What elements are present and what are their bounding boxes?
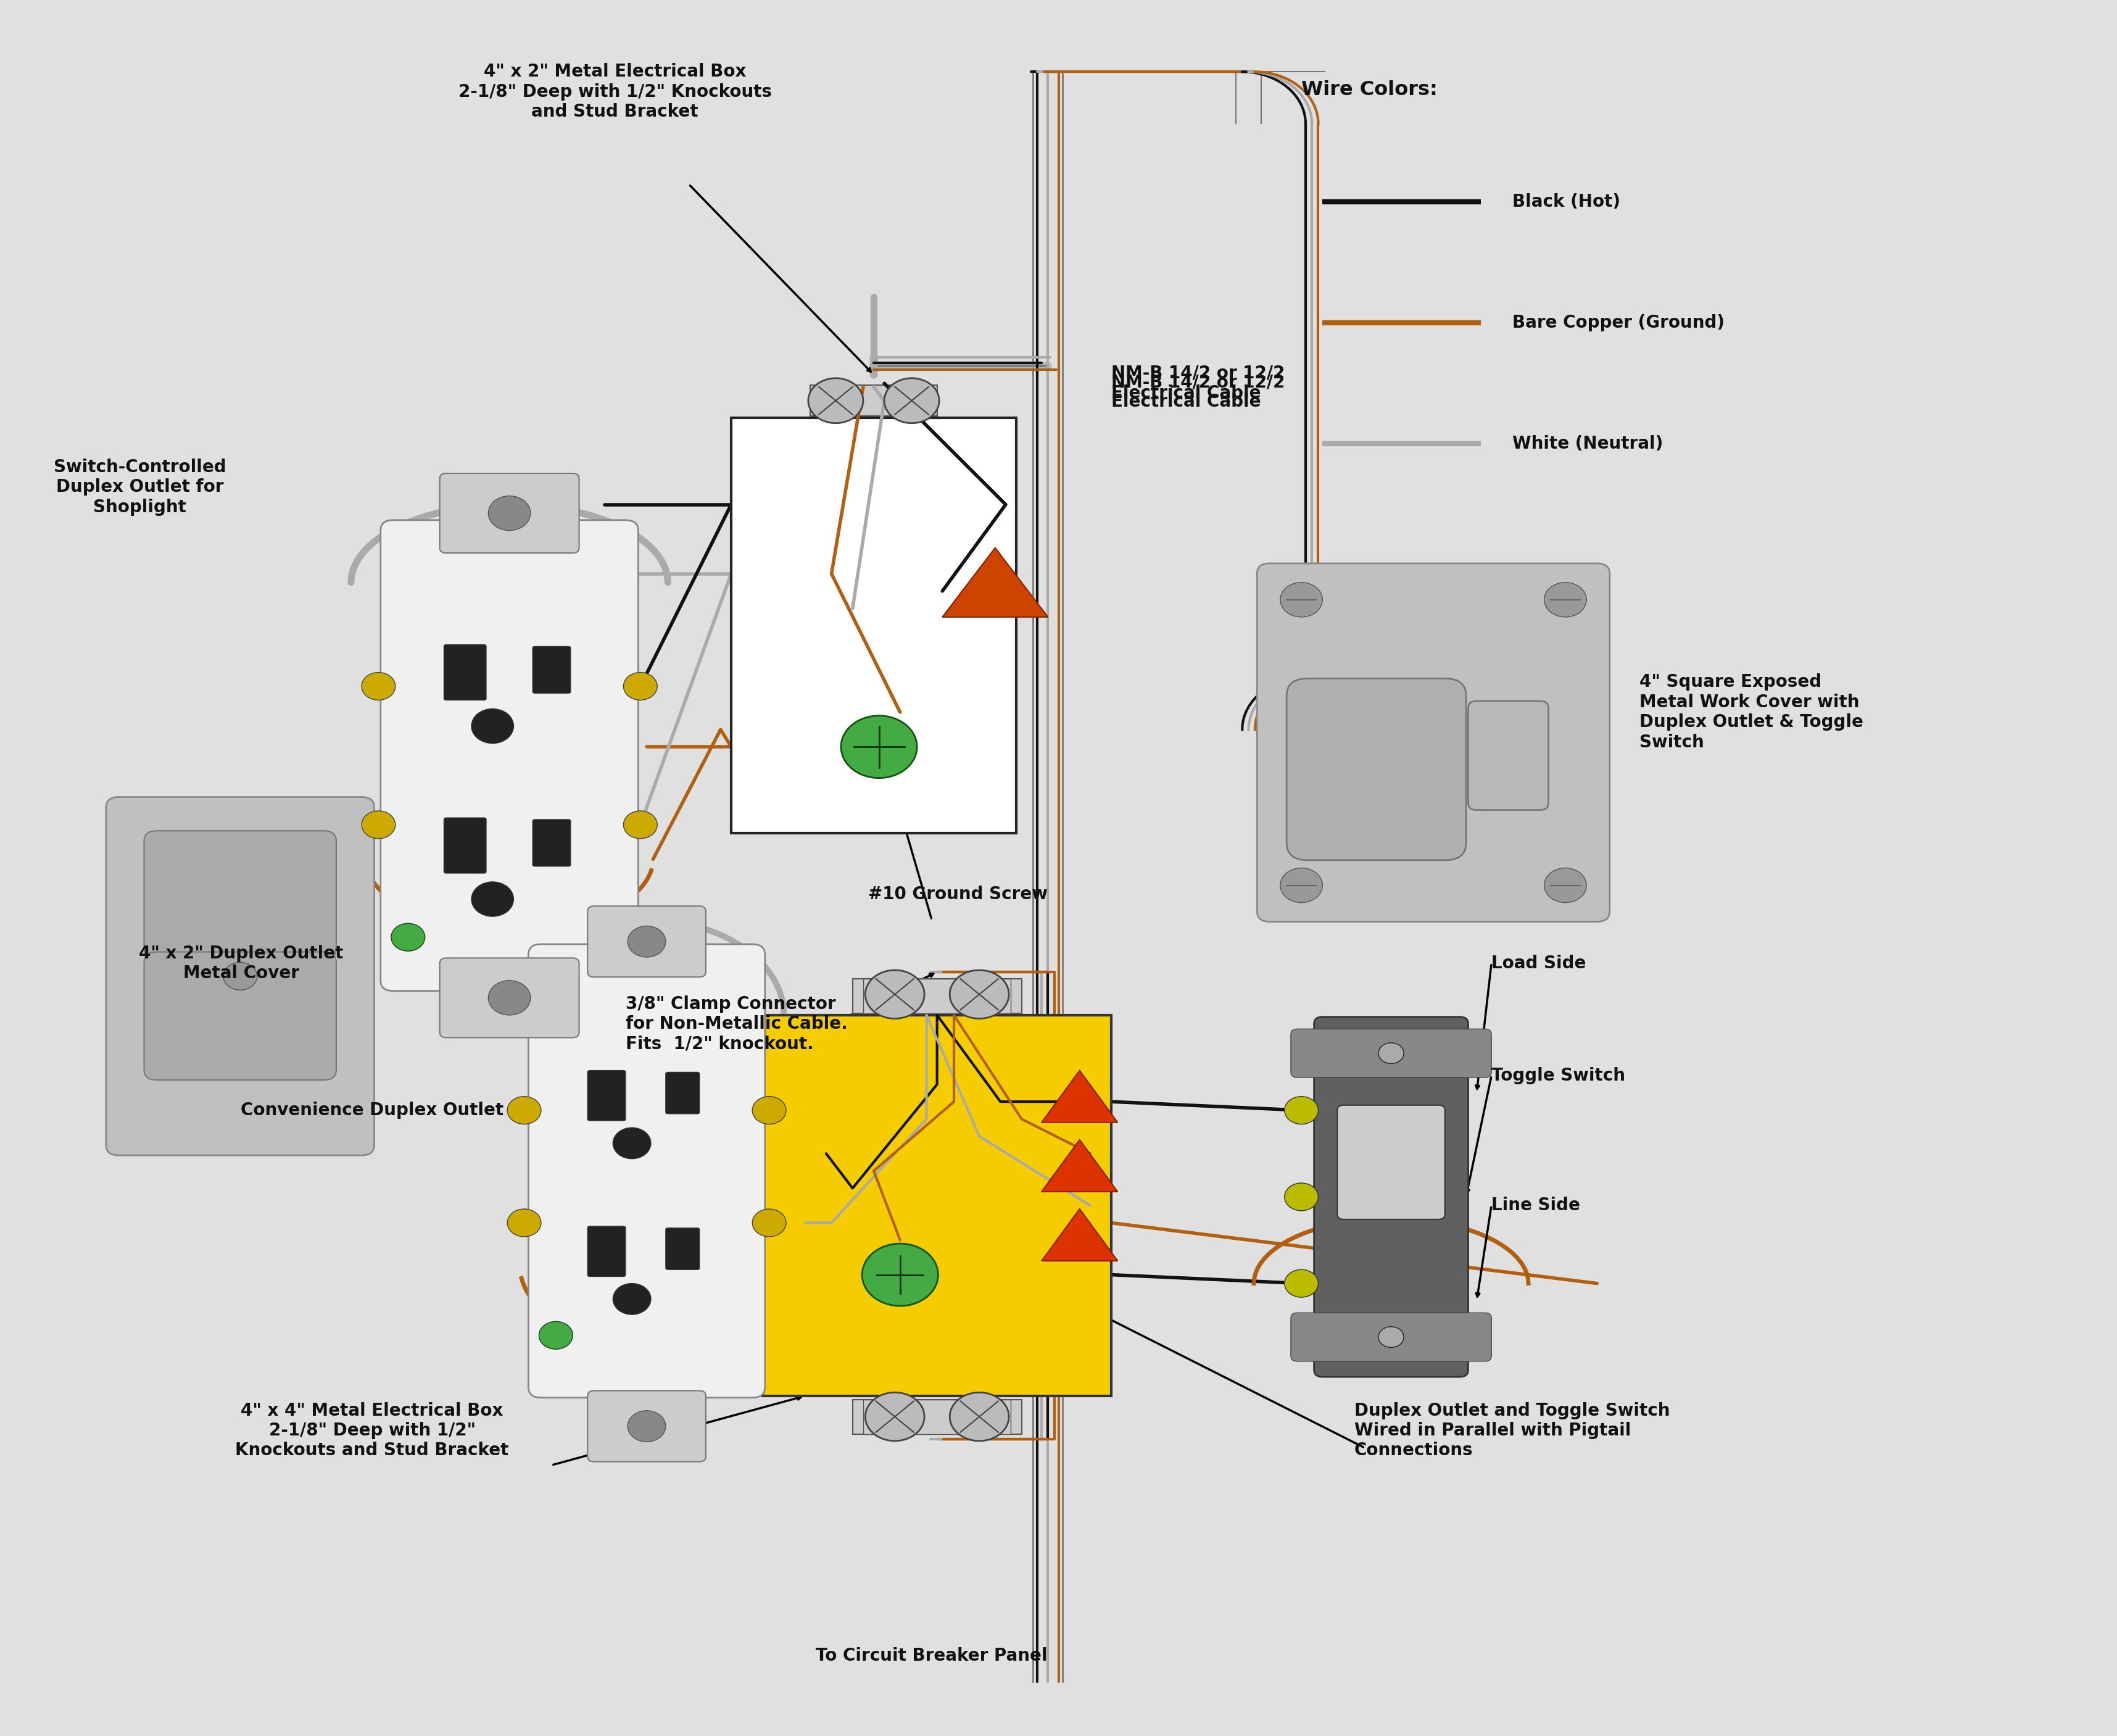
Circle shape [625, 672, 656, 700]
FancyBboxPatch shape [1338, 1106, 1446, 1219]
Circle shape [362, 672, 396, 700]
FancyBboxPatch shape [589, 1226, 625, 1276]
FancyBboxPatch shape [106, 797, 375, 1156]
Text: 3/8" Clamp Connector
for Non-Metallic Cable.
Fits  1/2" knockout.: 3/8" Clamp Connector for Non-Metallic Ca… [625, 995, 847, 1052]
Circle shape [885, 378, 940, 424]
Text: Duplex Outlet and Toggle Switch
Wired in Parallel with Pigtail
Connections: Duplex Outlet and Toggle Switch Wired in… [1355, 1403, 1670, 1460]
FancyBboxPatch shape [381, 521, 637, 991]
Circle shape [614, 1283, 650, 1314]
FancyBboxPatch shape [665, 1227, 699, 1269]
Circle shape [1281, 582, 1323, 616]
Polygon shape [1042, 1208, 1118, 1260]
Bar [864, 1399, 1012, 1434]
FancyBboxPatch shape [589, 906, 705, 977]
Circle shape [489, 981, 531, 1016]
Circle shape [951, 970, 1010, 1019]
Bar [762, 1016, 1111, 1396]
Text: Switch-Controlled
Duplex Outlet for
Shoplight: Switch-Controlled Duplex Outlet for Shop… [53, 458, 227, 516]
Polygon shape [1042, 1141, 1118, 1191]
Text: Convenience Duplex Outlet: Convenience Duplex Outlet [241, 1102, 504, 1120]
Circle shape [1416, 729, 1450, 757]
FancyBboxPatch shape [1257, 564, 1609, 922]
Circle shape [951, 1392, 1010, 1441]
Polygon shape [942, 549, 1048, 616]
FancyBboxPatch shape [440, 958, 580, 1038]
FancyBboxPatch shape [144, 832, 337, 958]
FancyBboxPatch shape [1469, 701, 1548, 811]
Circle shape [1543, 868, 1586, 903]
Bar [853, 1399, 1023, 1434]
Circle shape [362, 811, 396, 838]
Circle shape [627, 1411, 665, 1443]
FancyBboxPatch shape [665, 1073, 699, 1115]
Text: Wire Colors:: Wire Colors: [1302, 80, 1437, 99]
Circle shape [1378, 1326, 1404, 1347]
FancyBboxPatch shape [144, 951, 337, 1080]
Circle shape [472, 882, 514, 917]
Circle shape [1285, 1182, 1319, 1210]
FancyBboxPatch shape [1291, 1029, 1492, 1078]
FancyBboxPatch shape [529, 944, 764, 1397]
FancyBboxPatch shape [533, 646, 572, 693]
FancyBboxPatch shape [589, 1391, 705, 1462]
Text: 4" x 4" Metal Electrical Box
2-1/8" Deep with 1/2"
Knockouts and Stud Bracket: 4" x 4" Metal Electrical Box 2-1/8" Deep… [235, 1403, 508, 1460]
Text: Toggle Switch: Toggle Switch [1492, 1068, 1626, 1085]
Text: Line Side: Line Side [1492, 1196, 1579, 1213]
Text: Black (Hot): Black (Hot) [1512, 193, 1622, 210]
Text: To Circuit Breaker Panel: To Circuit Breaker Panel [815, 1647, 1048, 1665]
Circle shape [1543, 582, 1586, 616]
FancyBboxPatch shape [589, 1071, 625, 1121]
Text: NM-B 14/2 or 12/2
Electrical Cable: NM-B 14/2 or 12/2 Electrical Cable [1111, 373, 1285, 411]
FancyBboxPatch shape [1315, 1017, 1469, 1377]
Circle shape [489, 496, 531, 531]
Text: 4" Square Exposed
Metal Work Cover with
Duplex Outlet & Toggle
Switch: 4" Square Exposed Metal Work Cover with … [1639, 674, 1863, 752]
FancyBboxPatch shape [445, 818, 487, 873]
Circle shape [752, 1097, 785, 1125]
Circle shape [752, 1208, 785, 1236]
FancyBboxPatch shape [533, 819, 572, 866]
Bar [864, 979, 1012, 1014]
Circle shape [508, 1097, 542, 1125]
Circle shape [625, 811, 656, 838]
Circle shape [1378, 1043, 1404, 1064]
Bar [853, 979, 1023, 1014]
Circle shape [866, 970, 925, 1019]
FancyBboxPatch shape [1291, 1312, 1492, 1361]
Text: Load Side: Load Side [1492, 955, 1586, 972]
Circle shape [1281, 868, 1323, 903]
Text: 4" x 2" Metal Electrical Box
2-1/8" Deep with 1/2" Knockouts
and Stud Bracket: 4" x 2" Metal Electrical Box 2-1/8" Deep… [457, 62, 773, 120]
Circle shape [614, 1128, 650, 1160]
Circle shape [222, 962, 256, 990]
Circle shape [809, 378, 864, 424]
Bar [730, 418, 1016, 833]
FancyBboxPatch shape [440, 474, 580, 554]
Circle shape [472, 708, 514, 743]
Circle shape [1285, 1269, 1319, 1297]
Circle shape [508, 1208, 542, 1236]
Text: White (Neutral): White (Neutral) [1512, 436, 1664, 453]
FancyBboxPatch shape [1287, 679, 1467, 861]
Circle shape [866, 1392, 925, 1441]
Text: 4" x 2" Duplex Outlet
Metal Cover: 4" x 2" Duplex Outlet Metal Cover [140, 944, 343, 983]
Circle shape [840, 715, 917, 778]
Text: #10 Ground Screw: #10 Ground Screw [868, 885, 1048, 903]
Circle shape [392, 924, 426, 951]
Text: Bare Copper (Ground): Bare Copper (Ground) [1512, 314, 1725, 332]
Bar [811, 385, 938, 417]
Circle shape [862, 1243, 938, 1305]
Circle shape [540, 1321, 574, 1349]
Circle shape [1285, 1097, 1319, 1125]
Circle shape [627, 925, 665, 957]
Polygon shape [1042, 1071, 1118, 1123]
Text: NM-B 14/2 or 12/2
Electrical Cable: NM-B 14/2 or 12/2 Electrical Cable [1111, 365, 1285, 403]
FancyBboxPatch shape [445, 644, 487, 700]
